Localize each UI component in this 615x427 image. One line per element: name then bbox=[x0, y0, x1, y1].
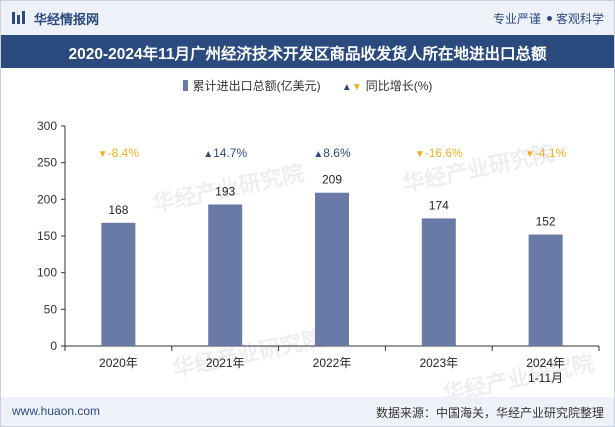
data-source: 数据来源：中国海关，华经产业研究院整理 bbox=[375, 406, 604, 420]
legend-down-triangle-icon: ▼ bbox=[351, 82, 362, 93]
growth-label: ▲8.6% bbox=[313, 146, 351, 160]
tagline-right: 客观科学 bbox=[555, 12, 604, 26]
bar-value-label: 168 bbox=[108, 203, 128, 217]
bar bbox=[101, 222, 136, 346]
legend-growth-label: 同比增长(%) bbox=[365, 79, 433, 93]
chart-plot: 0 50 100 150 200 250 300 168 2020年 ▼-8.4% 193 2021年… bbox=[37, 119, 600, 385]
bar-value-label: 152 bbox=[536, 215, 556, 229]
top-bar: 华经情报网 专业严谨 客观科学 bbox=[1, 1, 614, 35]
x-tick-label: 2023年 bbox=[419, 356, 458, 370]
x-tick-label: 2021年 bbox=[206, 356, 245, 370]
bar bbox=[315, 192, 349, 346]
bar-value-label: 209 bbox=[322, 173, 342, 187]
growth-label: ▲14.7% bbox=[203, 146, 247, 160]
bar bbox=[208, 204, 243, 346]
x-tick-label: 2024年 1-11月 bbox=[526, 356, 565, 385]
bar bbox=[421, 218, 456, 346]
brand-logo-icon bbox=[12, 11, 25, 24]
x-tick-label: 2020年 bbox=[99, 356, 138, 370]
legend-bar-swatch bbox=[182, 80, 188, 91]
y-tick-label: 250 bbox=[37, 156, 57, 170]
dot-icon bbox=[546, 16, 552, 22]
title-bar: 2020-2024年11月广州经济技术开发区商品收发货人所在地进出口总额 bbox=[1, 35, 614, 68]
y-tick-label: 0 bbox=[50, 339, 57, 353]
x-tick-label: 2022年 bbox=[313, 356, 352, 370]
tagline-left: 专业严谨 bbox=[492, 12, 541, 26]
bar-value-label: 193 bbox=[215, 184, 235, 198]
legend: 累计进出口总额(亿美元) ▲▼ 同比增长(%) bbox=[1, 77, 614, 94]
growth-label: ▼-8.4% bbox=[98, 146, 140, 160]
legend-up-triangle-icon: ▲ bbox=[341, 82, 352, 93]
growth-label: ▼-4.1% bbox=[525, 146, 567, 160]
y-tick-label: 150 bbox=[37, 229, 57, 243]
tagline: 专业严谨 客观科学 bbox=[493, 10, 604, 27]
y-tick-label: 50 bbox=[44, 302, 58, 316]
y-tick-label: 200 bbox=[37, 192, 57, 206]
legend-bar-label: 累计进出口总额(亿美元) bbox=[192, 79, 321, 93]
site-url: www.huaon.com bbox=[12, 404, 101, 418]
chart-title: 2020-2024年11月广州经济技术开发区商品收发货人所在地进出口总额 bbox=[68, 46, 547, 63]
footer: www.huaon.com 数据来源：中国海关，华经产业研究院整理 bbox=[1, 397, 614, 426]
growth-label: ▼-16.6% bbox=[415, 146, 463, 160]
y-tick-label: 100 bbox=[37, 266, 57, 280]
brand-name: 华经情报网 bbox=[34, 12, 100, 27]
bar-value-label: 174 bbox=[429, 198, 449, 212]
y-tick-label: 300 bbox=[37, 119, 57, 133]
bar bbox=[528, 234, 563, 346]
